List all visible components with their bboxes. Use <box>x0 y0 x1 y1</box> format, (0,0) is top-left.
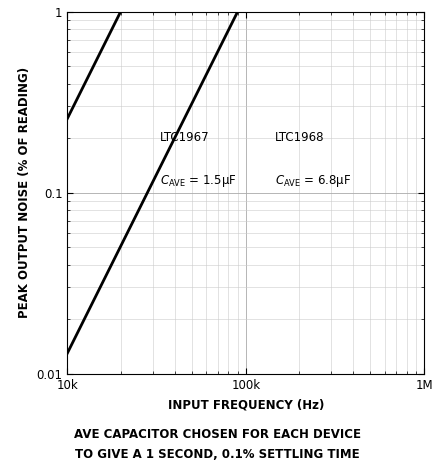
X-axis label: INPUT FREQUENCY (Hz): INPUT FREQUENCY (Hz) <box>167 399 323 411</box>
Text: AVE CAPACITOR CHOSEN FOR EACH DEVICE: AVE CAPACITOR CHOSEN FOR EACH DEVICE <box>74 428 360 441</box>
Text: LTC1967: LTC1967 <box>160 131 209 144</box>
Text: $C_{\mathregular{AVE}}$ = 1.5μF: $C_{\mathregular{AVE}}$ = 1.5μF <box>160 172 236 188</box>
Text: $C_{\mathregular{AVE}}$ = 6.8μF: $C_{\mathregular{AVE}}$ = 6.8μF <box>274 172 350 188</box>
Text: TO GIVE A 1 SECOND, 0.1% SETTLING TIME: TO GIVE A 1 SECOND, 0.1% SETTLING TIME <box>75 448 359 461</box>
Text: LTC1968: LTC1968 <box>274 131 323 144</box>
Y-axis label: PEAK OUTPUT NOISE (% OF READING): PEAK OUTPUT NOISE (% OF READING) <box>18 67 31 318</box>
